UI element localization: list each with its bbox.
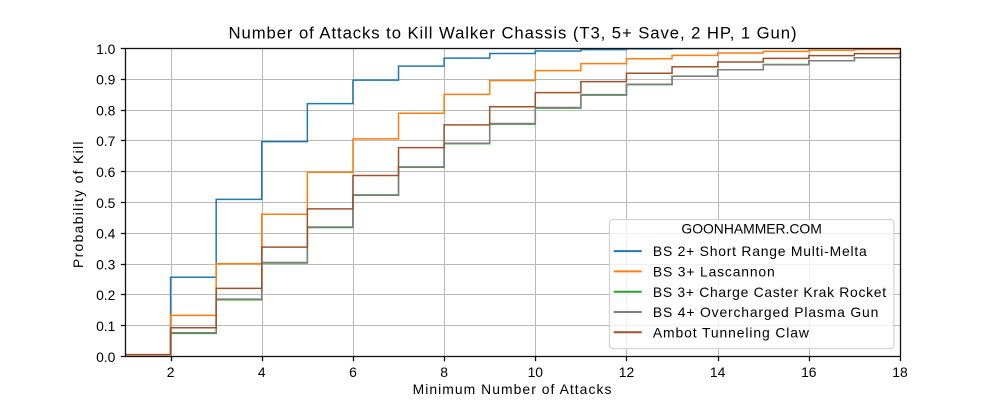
svg-text:10: 10: [528, 364, 544, 380]
svg-text:0.9: 0.9: [96, 72, 116, 88]
svg-text:GOONHAMMER.COM: GOONHAMMER.COM: [681, 220, 821, 236]
svg-text:Ambot Tunneling Claw: Ambot Tunneling Claw: [653, 324, 810, 340]
svg-text:12: 12: [619, 364, 635, 380]
svg-text:BS 2+ Short Range Multi-Melta: BS 2+ Short Range Multi-Melta: [653, 243, 867, 259]
svg-text:BS 3+ Lascannon: BS 3+ Lascannon: [653, 264, 775, 280]
svg-text:0.3: 0.3: [96, 256, 116, 272]
svg-text:0.7: 0.7: [96, 133, 116, 149]
svg-text:Probability of Kill: Probability of Kill: [70, 142, 86, 269]
svg-text:4: 4: [258, 364, 266, 380]
svg-text:16: 16: [801, 364, 817, 380]
svg-text:0.1: 0.1: [96, 318, 116, 334]
svg-text:Number of Attacks to Kill Walk: Number of Attacks to Kill Walker Chassis…: [229, 24, 797, 43]
svg-text:0.4: 0.4: [96, 226, 116, 242]
svg-text:18: 18: [892, 364, 908, 380]
svg-text:0.0: 0.0: [96, 349, 116, 365]
svg-text:BS 4+ Overcharged Plasma Gun: BS 4+ Overcharged Plasma Gun: [653, 304, 878, 320]
svg-text:0.8: 0.8: [96, 102, 116, 118]
svg-text:BS 3+ Charge Caster Krak Rocke: BS 3+ Charge Caster Krak Rocket: [653, 284, 886, 300]
svg-text:0.5: 0.5: [96, 195, 116, 211]
svg-text:Minimum Number of Attacks: Minimum Number of Attacks: [413, 381, 612, 397]
svg-text:0.6: 0.6: [96, 164, 116, 180]
svg-text:8: 8: [440, 364, 448, 380]
svg-text:14: 14: [710, 364, 726, 380]
svg-text:2: 2: [167, 364, 175, 380]
svg-text:0.2: 0.2: [96, 287, 116, 303]
svg-text:6: 6: [349, 364, 357, 380]
svg-text:1.0: 1.0: [96, 41, 116, 57]
